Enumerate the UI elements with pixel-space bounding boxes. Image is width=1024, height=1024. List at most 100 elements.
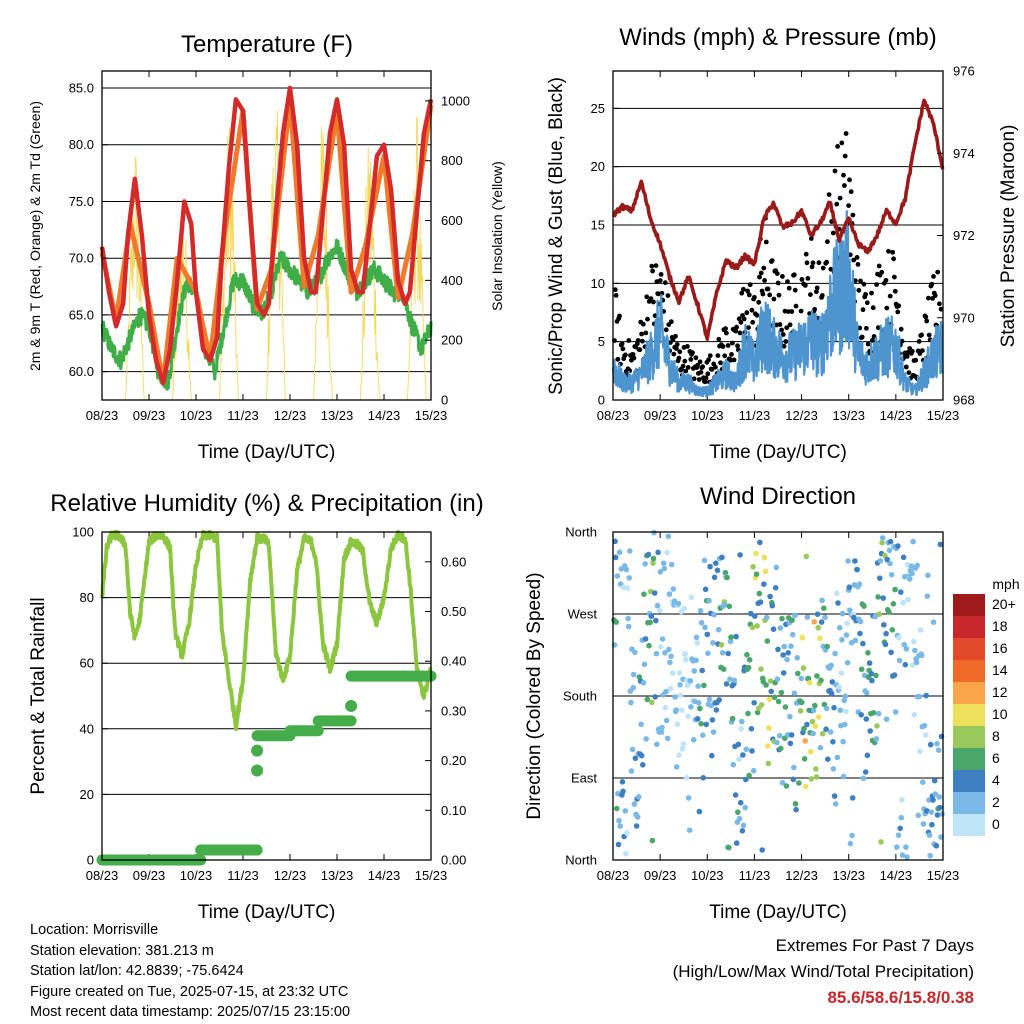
x-tick-label: 15/23	[927, 408, 960, 423]
direction-point	[705, 650, 711, 657]
right-tick-label: 0	[441, 393, 448, 408]
gust-point	[932, 293, 938, 298]
x-tick-label: 09/23	[644, 408, 677, 423]
legend-swatch	[953, 770, 985, 792]
direction-point	[676, 752, 682, 759]
direction-point	[638, 752, 645, 759]
direction-point	[813, 766, 819, 772]
direction-point	[679, 746, 686, 752]
direction-point	[775, 698, 782, 705]
direction-point	[873, 736, 880, 742]
direction-point	[753, 550, 759, 557]
direction-point	[665, 533, 672, 540]
chart-title: Winds (mph) & Pressure (mb)	[619, 24, 936, 51]
direction-point	[789, 631, 796, 638]
right-tick-label: 0.50	[441, 604, 466, 619]
right-tick-label: 0.20	[441, 753, 466, 768]
y-tick-label: 80	[80, 590, 94, 605]
direction-point	[845, 558, 851, 564]
gust-point	[662, 280, 668, 286]
direction-point	[836, 684, 842, 690]
x-tick-label: 13/23	[321, 408, 354, 423]
direction-point	[810, 707, 817, 714]
gust-point	[673, 333, 678, 339]
direction-point	[920, 821, 927, 827]
gust-point	[839, 140, 845, 146]
direction-point	[838, 670, 845, 676]
direction-point	[887, 560, 893, 567]
direction-point	[866, 660, 873, 666]
direction-point	[730, 761, 737, 768]
direction-point	[661, 565, 668, 572]
direction-point	[892, 709, 899, 715]
direction-point	[878, 839, 884, 845]
direction-point	[918, 652, 925, 659]
direction-point	[842, 693, 849, 700]
direction-point	[670, 670, 676, 676]
x-tick-label: 08/23	[86, 408, 119, 423]
direction-point	[758, 666, 764, 672]
direction-point	[642, 636, 649, 642]
legend-label: 6	[992, 750, 1000, 766]
direction-point	[909, 570, 915, 577]
legend-title: mph	[992, 576, 1019, 592]
direction-point	[754, 623, 760, 629]
legend-label: 12	[992, 684, 1008, 700]
direction-point	[690, 737, 697, 743]
gust-point	[758, 270, 764, 276]
gust-point	[635, 338, 641, 343]
gust-point	[848, 189, 854, 195]
direction-point	[843, 632, 850, 638]
gust-point	[760, 291, 766, 297]
series-relative-humidity	[100, 530, 433, 732]
y-tick-label: 60	[80, 656, 94, 671]
direction-point	[688, 704, 694, 710]
direction-point	[925, 572, 931, 579]
legend-label: 8	[992, 728, 1000, 744]
direction-point	[839, 637, 845, 643]
gust-point	[909, 348, 915, 354]
direction-point	[643, 736, 649, 742]
direction-point	[619, 779, 626, 785]
direction-point	[642, 561, 648, 567]
direction-point	[625, 623, 632, 630]
x-tick-label: 13/23	[321, 868, 354, 883]
direction-point	[726, 844, 732, 851]
speed-legend: mph 20+ 18 16 14 12 10 8 6 4 2 0	[953, 576, 1020, 836]
direction-point	[923, 692, 929, 699]
direction-point	[632, 649, 638, 656]
direction-point	[640, 679, 647, 686]
gust-point	[761, 265, 767, 271]
direction-point	[757, 539, 763, 546]
direction-point	[651, 529, 657, 536]
right-tick-label: 800	[441, 153, 463, 168]
direction-point	[887, 538, 894, 545]
gust-point	[863, 292, 868, 297]
gust-point	[637, 347, 643, 353]
gust-point	[752, 294, 757, 300]
gust-point	[785, 279, 790, 284]
direction-point	[894, 844, 900, 850]
gust-point	[883, 277, 889, 283]
gust-point	[789, 309, 795, 314]
direction-point	[630, 684, 636, 691]
direction-point	[865, 650, 871, 656]
direction-point	[792, 612, 798, 619]
gust-point	[802, 283, 808, 288]
direction-point	[627, 548, 633, 554]
direction-point	[634, 814, 641, 820]
gust-point	[677, 349, 683, 355]
gust-point	[804, 260, 810, 266]
gust-point	[750, 319, 756, 325]
direction-point	[823, 705, 830, 712]
direction-point	[759, 847, 765, 853]
direction-point	[902, 661, 909, 668]
gust-point	[812, 307, 818, 312]
precip-point	[251, 744, 264, 757]
direction-point	[858, 666, 865, 673]
direction-point	[895, 543, 901, 549]
direction-point	[857, 618, 864, 625]
direction-point	[776, 732, 783, 739]
legend-label: 16	[992, 640, 1008, 656]
gust-point	[898, 326, 904, 332]
